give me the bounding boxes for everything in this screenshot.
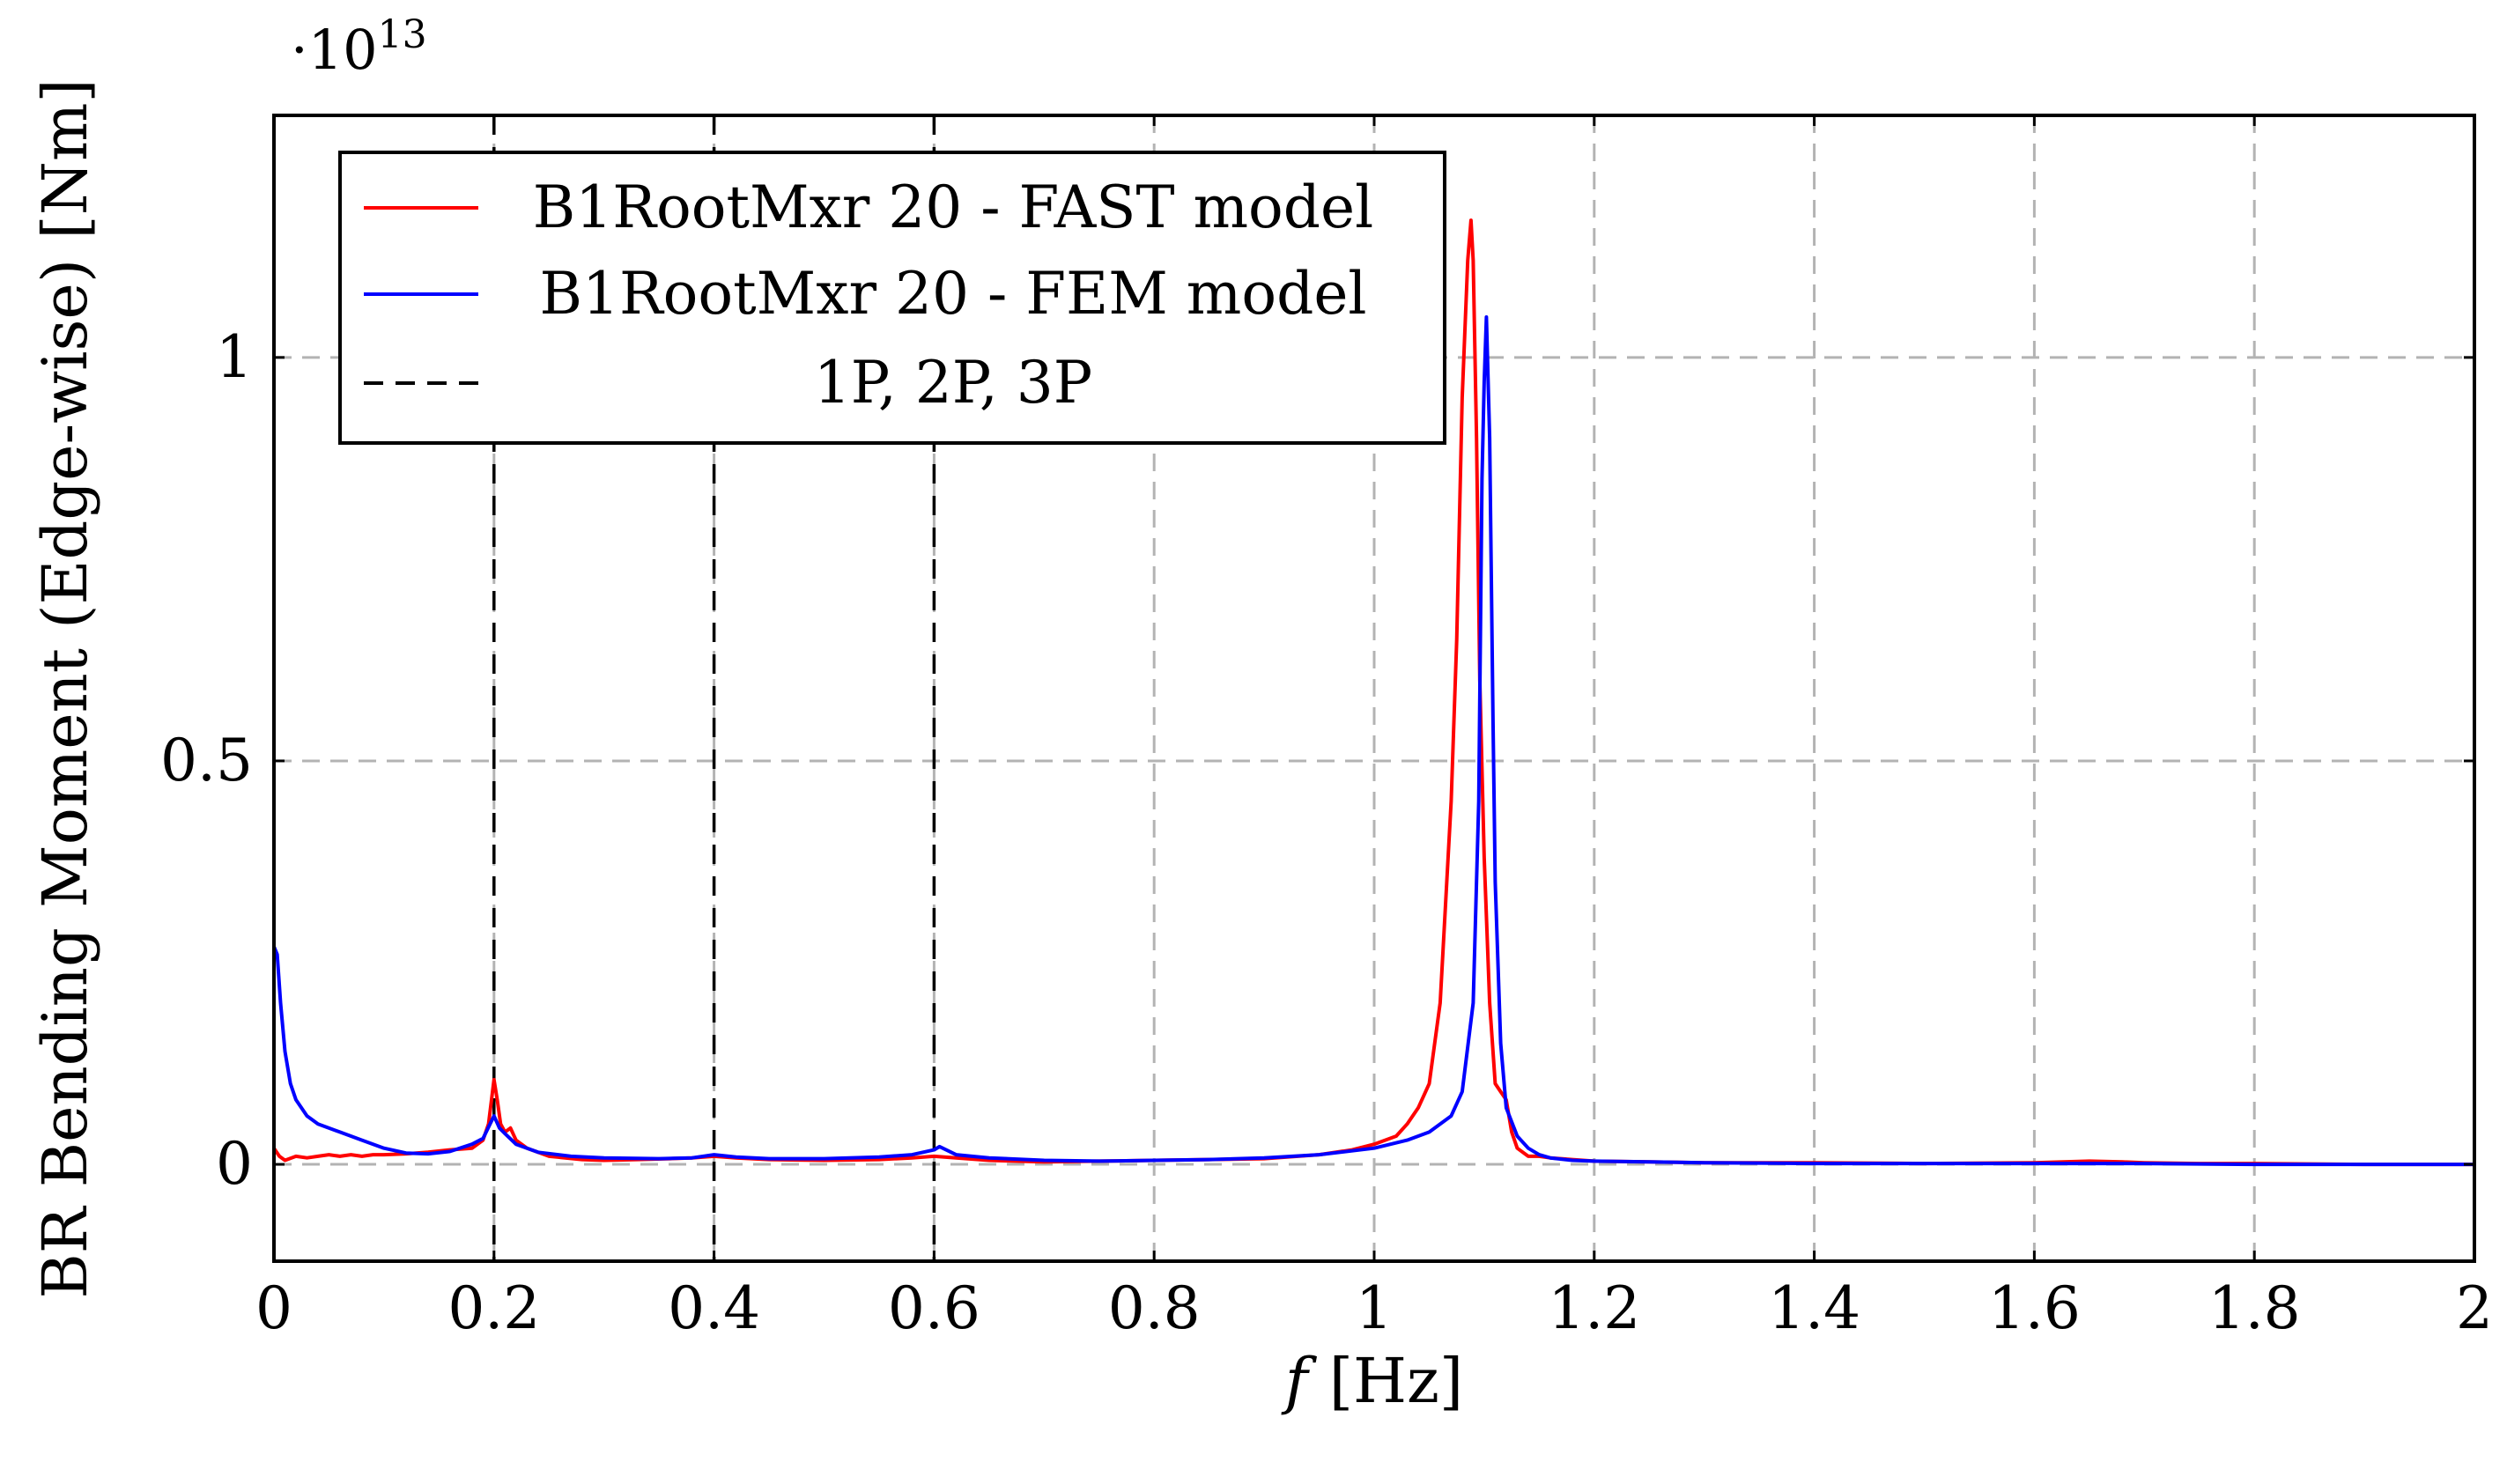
- legend-label-fast: B1RootMxr 20 - FAST model: [533, 174, 1373, 241]
- y-tick-label: 1: [216, 323, 253, 391]
- x-tick-label: 0.6: [888, 1274, 980, 1342]
- x-tick-label: 1.8: [2208, 1274, 2301, 1342]
- x-tick-label: 1.6: [1988, 1274, 2081, 1342]
- x-tick-label: 0.8: [1108, 1274, 1201, 1342]
- x-tick-label: 0: [255, 1274, 292, 1342]
- x-axis-label: f [Hz]: [1281, 1345, 1463, 1417]
- legend-label-harmonics: 1P, 2P, 3P: [814, 349, 1092, 417]
- y-tick-label: 0.5: [160, 727, 253, 794]
- axis-ticks: 0 0.2 0.4 0.6 0.8 1 1.2 1.4 1.6 1.8 2 0 0.5 1: [160, 115, 2493, 1342]
- legend: B1RootMxr 20 - FAST model B1RootMxr 20 -…: [338, 151, 1446, 445]
- y-scale-factor: ·1013: [291, 12, 427, 82]
- legend-label-fem: B1RootMxr 20 - FEM model: [539, 260, 1366, 328]
- x-tick-label: 1.2: [1548, 1274, 1640, 1342]
- legend-box: [338, 151, 1446, 445]
- x-tick-label: 0.2: [447, 1274, 540, 1342]
- x-tick-label: 0.4: [668, 1274, 760, 1342]
- x-tick-label: 2: [2456, 1274, 2493, 1342]
- series-group: [272, 218, 2474, 1167]
- y-tick-label: 0: [216, 1130, 253, 1198]
- y-axis-label: BR Bending Moment (Edge-wise) [Nm]: [29, 78, 101, 1298]
- x-tick-label: 1: [1356, 1274, 1393, 1342]
- series-fem-line: [272, 315, 2474, 1167]
- x-tick-label: 1.4: [1768, 1274, 1860, 1342]
